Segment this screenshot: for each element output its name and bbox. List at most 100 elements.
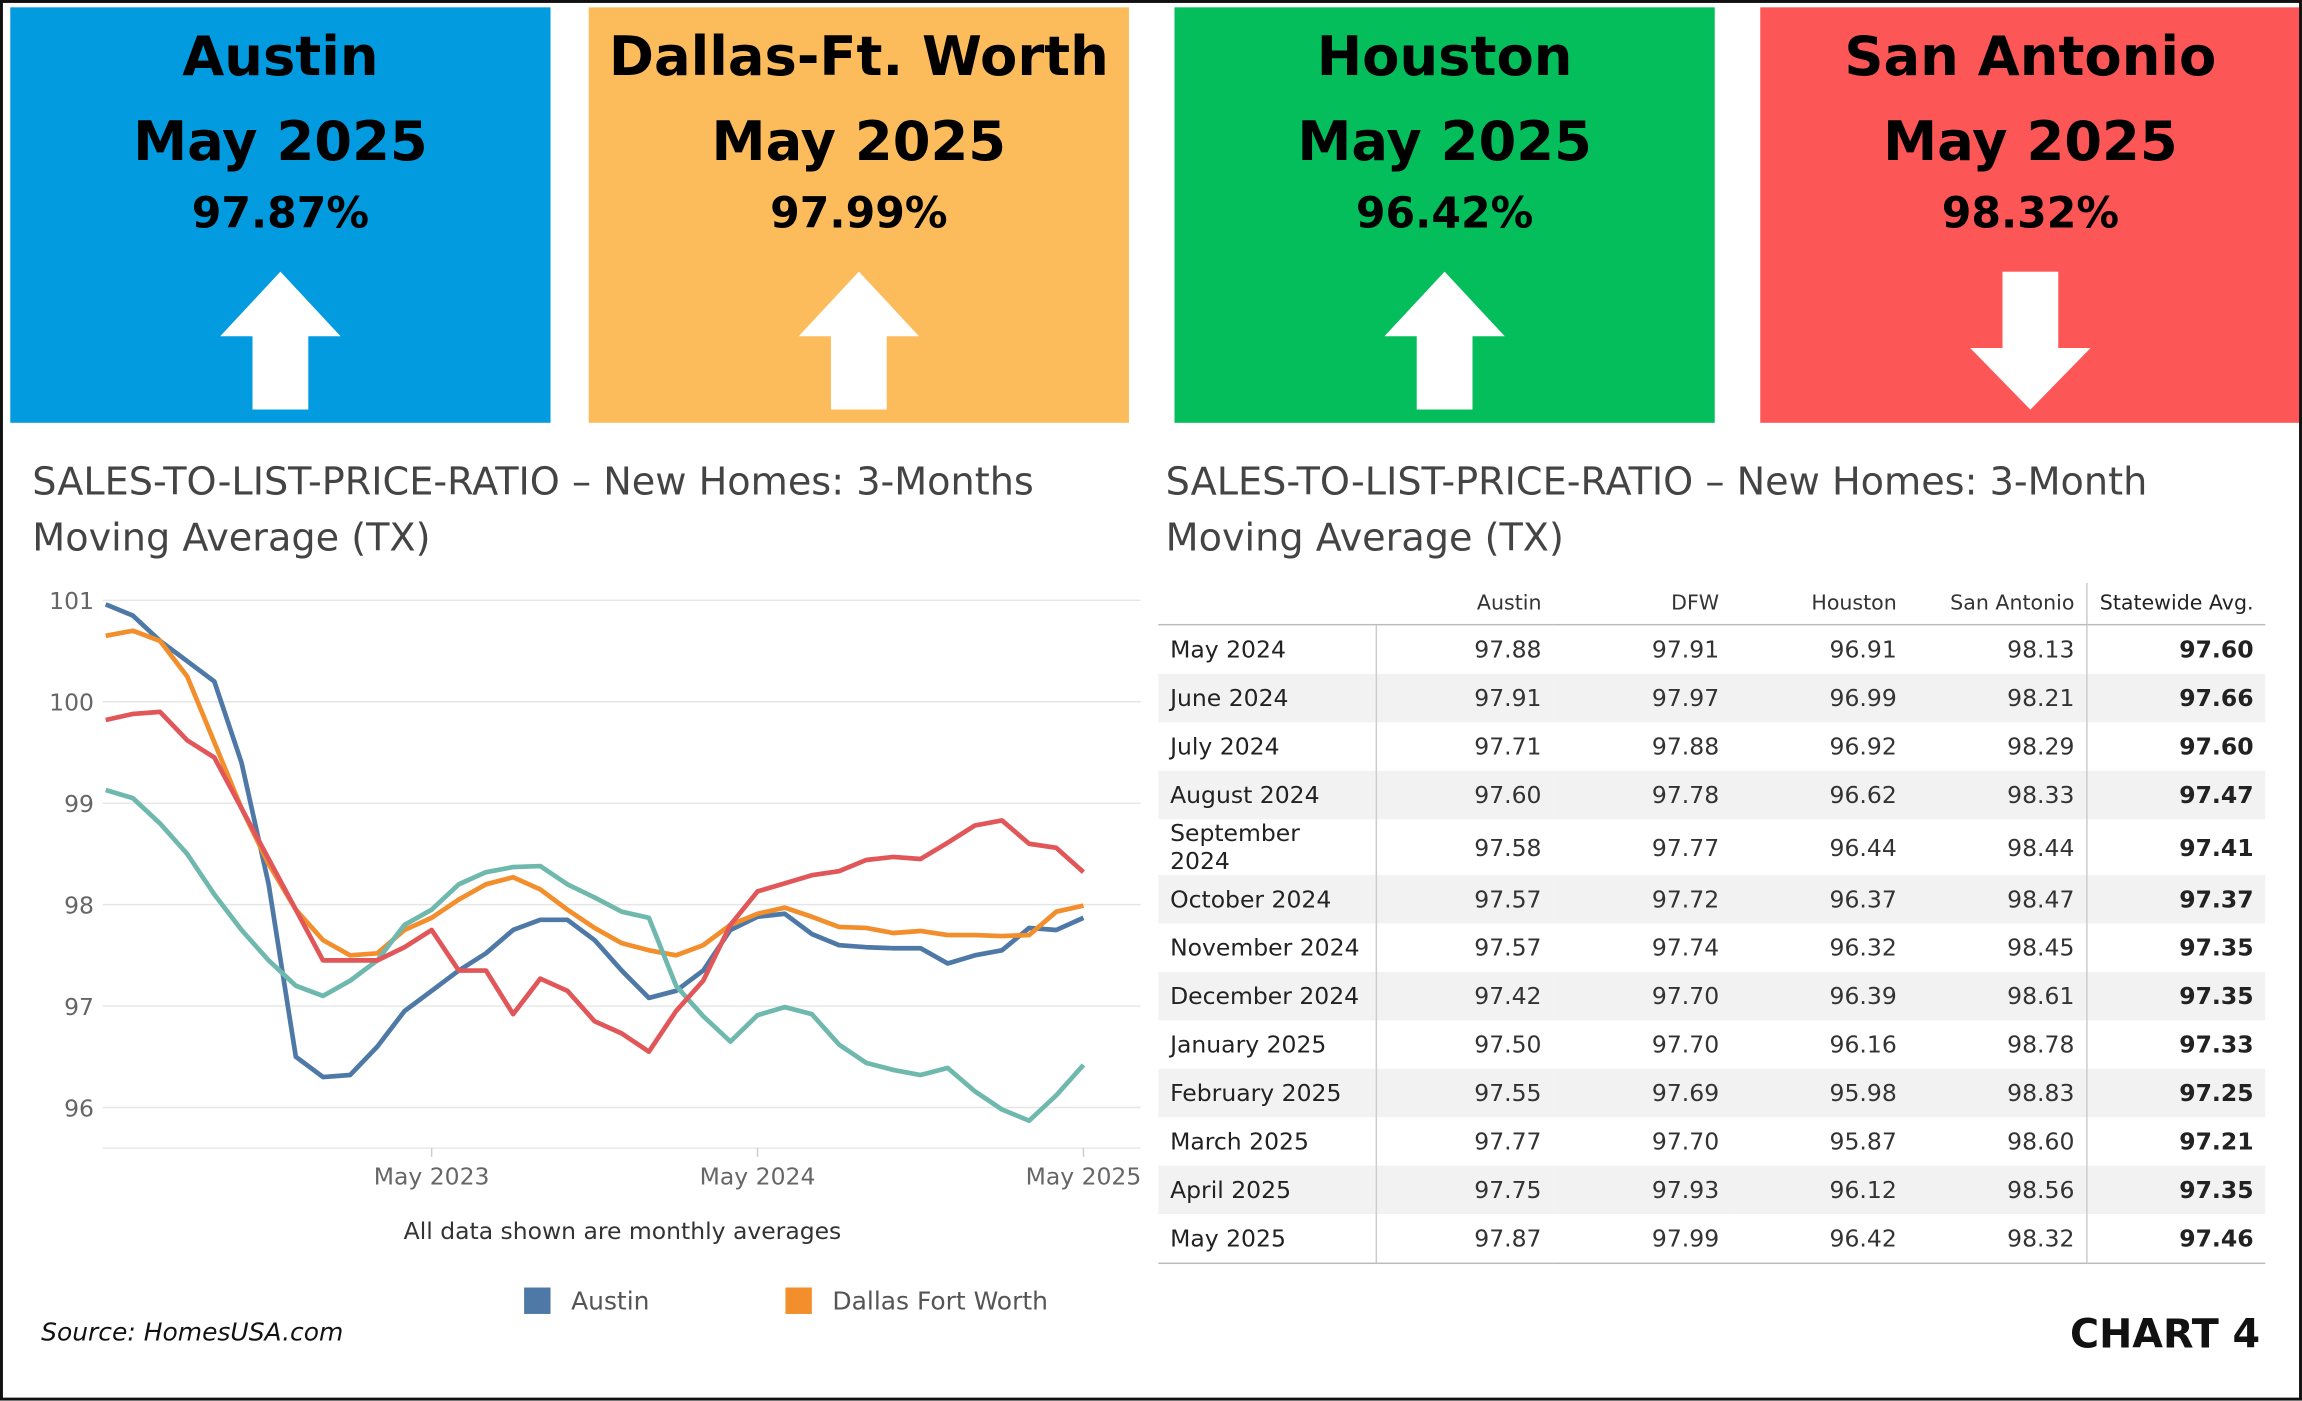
row-label: February 2025 bbox=[1158, 1068, 1377, 1118]
cell: 97.66 bbox=[2086, 673, 2266, 723]
cell: 97.75 bbox=[1375, 1165, 1554, 1215]
cell: 98.29 bbox=[2007, 732, 2075, 761]
row-label: June 2024 bbox=[1158, 673, 1377, 723]
cell: 96.62 bbox=[1730, 770, 1909, 820]
cell: 96.42 bbox=[1730, 1214, 1909, 1265]
cell: 98.44 bbox=[2007, 833, 2075, 862]
row-label: November 2024 bbox=[1158, 923, 1377, 972]
chart-title: SALES-TO-LIST-PRICE-RATIO – New Homes: 3… bbox=[32, 460, 1034, 561]
column-header: Statewide Avg. bbox=[2086, 582, 2266, 626]
cell: 98.47 bbox=[1908, 874, 2087, 924]
cell: 98.56 bbox=[1908, 1165, 2087, 1215]
row-label: October 2024 bbox=[1158, 874, 1377, 924]
period: May 2025 bbox=[1297, 110, 1592, 174]
table-row: January 2025 97.50 97.70 96.16 98.78 97.33 bbox=[1158, 1020, 2266, 1069]
cell: 97.72 bbox=[1553, 874, 1731, 924]
cell: 97.69 bbox=[1553, 1068, 1731, 1118]
period: May 2025 bbox=[133, 110, 428, 174]
cell: 95.87 bbox=[1829, 1127, 1897, 1156]
table-row: May 2025 97.87 97.99 96.42 98.32 97.46 bbox=[1158, 1214, 2266, 1265]
cell: 96.99 bbox=[1730, 673, 1909, 723]
kpi-tile: Dallas-Ft. Worth May 2025 97.99% bbox=[588, 7, 1129, 423]
cell: 97.58 bbox=[1474, 833, 1542, 862]
cell: 97.57 bbox=[1474, 933, 1542, 962]
value: 97.99% bbox=[770, 187, 948, 238]
series-line bbox=[105, 787, 1086, 1124]
legend-label: Dallas Fort Worth bbox=[832, 1287, 1048, 1316]
cell: 97.91 bbox=[1375, 673, 1554, 723]
legend-label: Austin bbox=[571, 1287, 649, 1316]
cell: 98.60 bbox=[2007, 1127, 2075, 1156]
city: Austin bbox=[182, 24, 379, 89]
chart-label: CHART 4 bbox=[2070, 1312, 2261, 1358]
cell: 97.25 bbox=[2086, 1068, 2266, 1118]
cell: 98.33 bbox=[1908, 770, 2087, 820]
cell: 98.83 bbox=[1908, 1068, 2087, 1118]
cell: 97.70 bbox=[1553, 971, 1731, 1021]
row-label: May 2024 bbox=[1158, 624, 1377, 674]
x-tick-label: May 2025 bbox=[1026, 1163, 1142, 1191]
row-label: December 2024 bbox=[1158, 971, 1377, 1021]
row-label: September 2024 bbox=[1158, 819, 1377, 875]
period: May 2025 bbox=[711, 110, 1007, 174]
city: San Antonio bbox=[1844, 24, 2217, 89]
cell: 97.77 bbox=[1474, 1127, 1542, 1156]
row-label: August 2024 bbox=[1158, 770, 1377, 820]
x-tick-label: May 2024 bbox=[700, 1163, 816, 1191]
cell: 97.91 bbox=[1651, 635, 1720, 664]
row-label: April 2025 bbox=[1158, 1165, 1377, 1215]
city: Dallas-Ft. Worth bbox=[608, 24, 1109, 89]
column-header: Austin bbox=[1375, 582, 1554, 626]
cell: 96.12 bbox=[1730, 1165, 1909, 1215]
cell: 96.37 bbox=[1730, 874, 1909, 924]
cell: 97.87 bbox=[1375, 1214, 1554, 1265]
cell: 97.46 bbox=[2086, 1214, 2266, 1265]
x-tick-label: May 2023 bbox=[374, 1163, 490, 1191]
y-tick-label: 98 bbox=[64, 891, 94, 919]
data-table: Austin DFW Houston San Antonio Statewide Avg… bbox=[1158, 582, 2266, 1265]
cell: 96.32 bbox=[1829, 933, 1897, 962]
cell: 98.45 bbox=[2007, 933, 2075, 962]
kpi-tile: Austin May 2025 97.87% bbox=[10, 7, 551, 423]
table-row: December 2024 97.42 97.70 96.39 98.61 97.35 bbox=[1158, 971, 2266, 1021]
period: May 2025 bbox=[1883, 110, 2178, 174]
cell: 97.35 bbox=[2086, 971, 2266, 1021]
cell: 97.60 bbox=[2086, 722, 2266, 771]
cell: 97.35 bbox=[2086, 923, 2266, 972]
arrow-icon bbox=[1384, 271, 1505, 410]
cell: 97.70 bbox=[1651, 1030, 1720, 1059]
cell: 97.60 bbox=[2086, 624, 2266, 674]
cell: 97.88 bbox=[1651, 732, 1720, 761]
cell: 98.13 bbox=[2007, 635, 2075, 664]
cell: 97.88 bbox=[1474, 635, 1542, 664]
table-row: October 2024 97.57 97.72 96.37 98.47 97.37 bbox=[1158, 874, 2266, 924]
table-row: February 2025 97.55 97.69 95.98 98.83 97.25 bbox=[1158, 1068, 2266, 1118]
cell: 97.35 bbox=[2086, 1165, 2266, 1215]
series-line bbox=[105, 628, 1084, 958]
cell: 98.61 bbox=[1908, 971, 2087, 1021]
table-row: June 2024 97.91 97.97 96.99 98.21 97.66 bbox=[1158, 673, 2266, 723]
table-row: May 2024 97.88 97.91 96.91 98.13 97.60 bbox=[1158, 624, 2266, 674]
source: Source: HomesUSA.com bbox=[41, 1318, 344, 1348]
cell: 96.92 bbox=[1829, 732, 1897, 761]
column-header: Houston bbox=[1730, 582, 1909, 626]
row-label: January 2025 bbox=[1158, 1020, 1377, 1069]
cell: 97.74 bbox=[1651, 933, 1720, 962]
arrow-icon bbox=[220, 271, 341, 410]
cell: 97.33 bbox=[2086, 1020, 2266, 1069]
row-label: July 2024 bbox=[1158, 722, 1377, 771]
line-chart: 96 97 98 99 100 101 May 2023 May 2024 May 2025 Al… bbox=[49, 587, 1142, 1316]
y-tick-label: 96 bbox=[64, 1094, 94, 1122]
legend-swatch bbox=[524, 1287, 551, 1314]
cell: 97.71 bbox=[1474, 732, 1542, 761]
value: 96.42% bbox=[1355, 187, 1534, 238]
value: 98.32% bbox=[1941, 187, 2120, 238]
cell: 97.57 bbox=[1375, 874, 1554, 924]
cell: 97.42 bbox=[1375, 971, 1554, 1021]
city: Houston bbox=[1316, 24, 1573, 89]
table-row: March 2025 97.77 97.70 95.87 98.60 97.21 bbox=[1158, 1117, 2266, 1166]
chart-note: All data shown are monthly averages bbox=[404, 1217, 842, 1245]
arrow bbox=[798, 271, 920, 410]
cell: 97.37 bbox=[2086, 874, 2266, 924]
column-header: DFW bbox=[1553, 582, 1731, 626]
